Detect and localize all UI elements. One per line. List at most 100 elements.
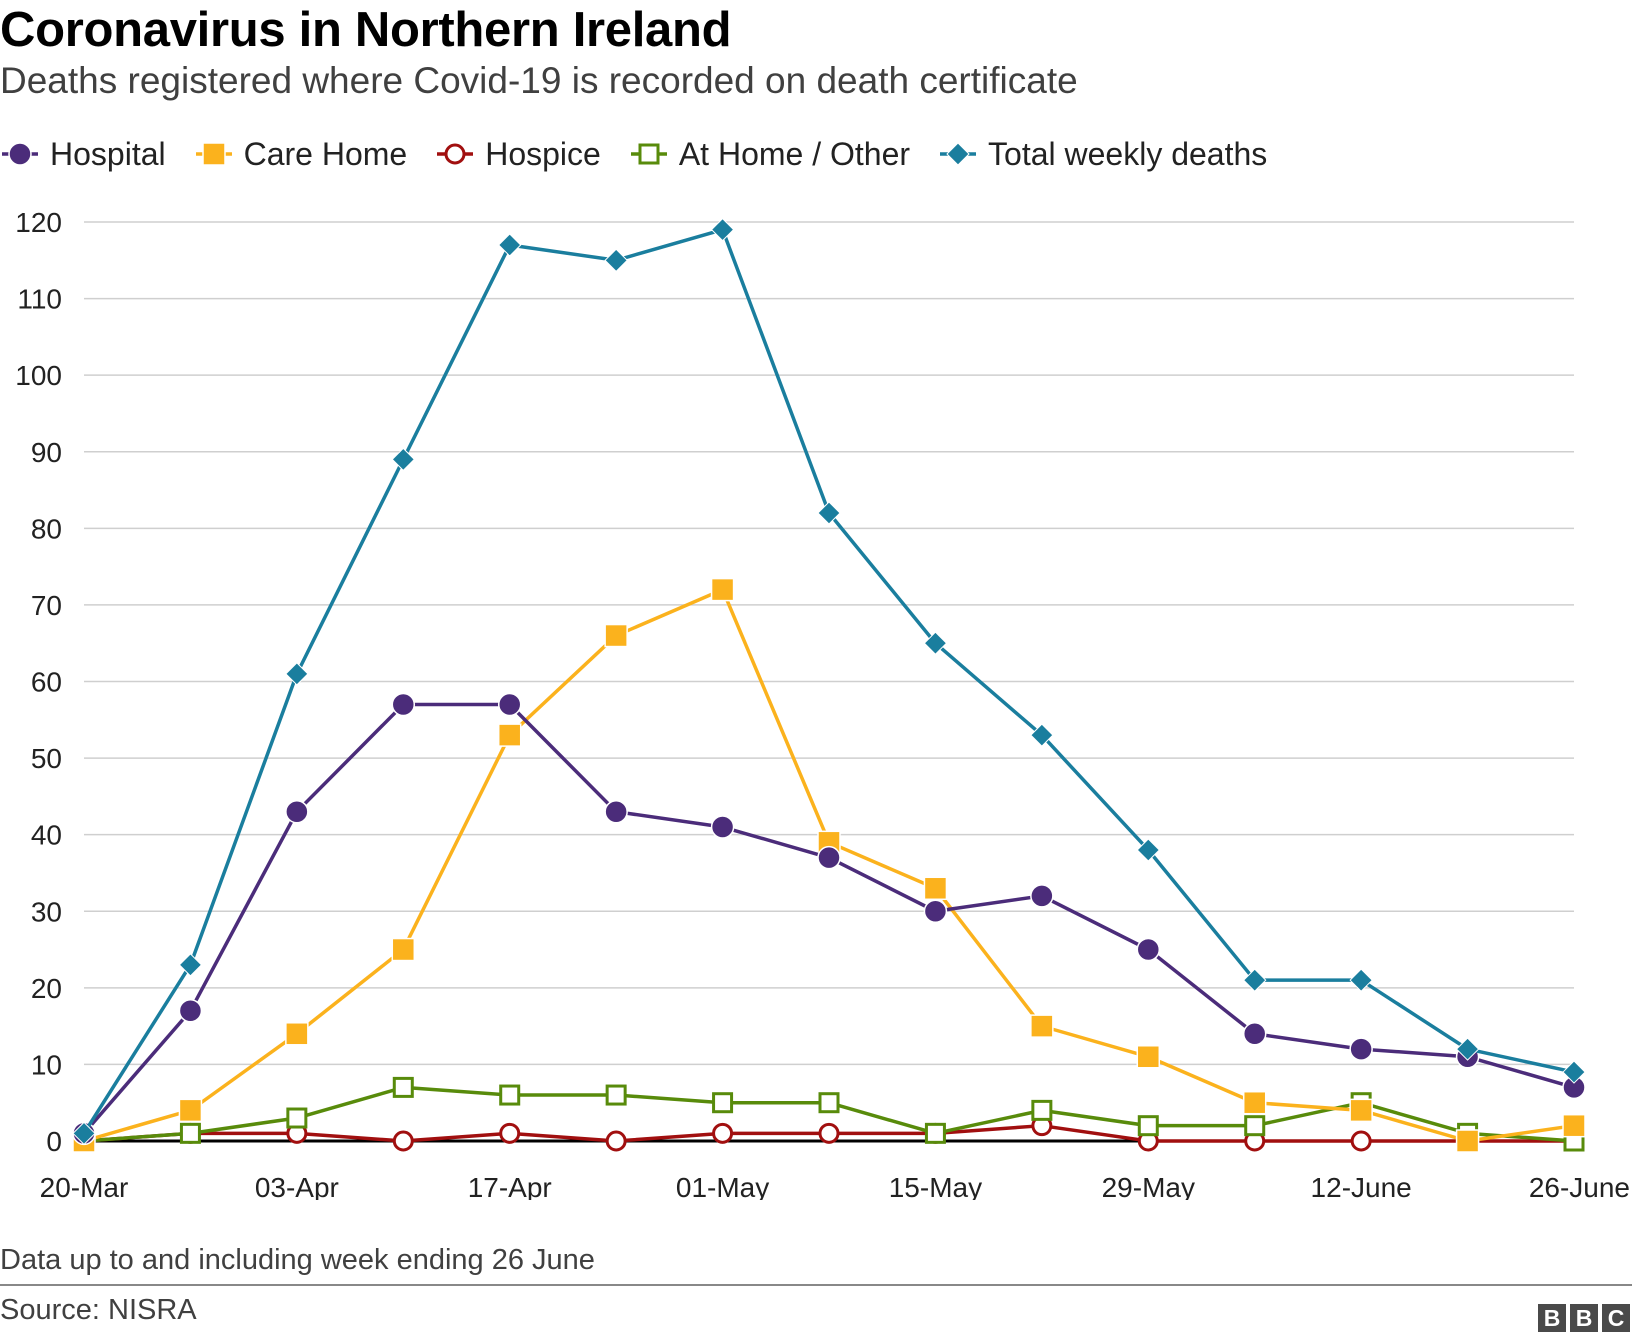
- legend-marker-care-home: [201, 142, 226, 166]
- legend-marker-total-weekly-deaths: [946, 142, 970, 166]
- y-tick-label: 10: [31, 1049, 62, 1080]
- data-point-care-home: [1242, 1090, 1267, 1115]
- y-tick-label: 70: [31, 590, 62, 621]
- data-point-total-weekly-deaths: [817, 501, 841, 525]
- data-point-total-weekly-deaths: [1136, 838, 1160, 862]
- chart-subtitle: Deaths registered where Covid-19 is reco…: [0, 60, 1078, 101]
- y-tick-label: 30: [31, 896, 62, 927]
- data-point-care-home: [604, 623, 628, 648]
- y-tick-label: 100: [15, 360, 62, 391]
- data-point-total-weekly-deaths: [604, 248, 628, 272]
- y-tick-label: 60: [31, 667, 62, 698]
- x-tick-label: 12-June: [1311, 1172, 1412, 1200]
- legend-item-at-home-other: At Home / Other: [629, 136, 910, 173]
- data-point-total-weekly-deaths: [498, 233, 522, 257]
- footnote: Data up to and including week ending 26 …: [0, 1244, 595, 1276]
- bbc-logo-letter: C: [1602, 1304, 1630, 1332]
- y-tick-label: 110: [17, 284, 62, 315]
- x-tick-label: 03-Apr: [255, 1172, 339, 1200]
- legend-item-hospital: Hospital: [0, 136, 166, 173]
- legend-label: Hospice: [485, 135, 601, 172]
- y-tick-label: 120: [15, 207, 62, 238]
- bbc-logo-letter: B: [1538, 1304, 1566, 1332]
- data-point-care-home: [178, 1098, 203, 1123]
- data-point-care-home: [1349, 1098, 1373, 1123]
- series-group: [72, 217, 1586, 1153]
- data-point-hospice: [712, 1122, 734, 1144]
- legend-label: Hospital: [50, 135, 166, 172]
- series-line-hospital: [82, 702, 1575, 1135]
- x-tick-label: 20-Mar: [40, 1172, 129, 1200]
- legend-item-total-weekly-deaths: Total weekly deaths: [938, 136, 1267, 173]
- data-point-hospital: [1242, 1022, 1267, 1046]
- data-point-hospital: [497, 692, 522, 717]
- data-point-hospice: [605, 1130, 627, 1152]
- data-point-at-home-other: [605, 1084, 627, 1106]
- data-point-total-weekly-deaths: [1562, 1060, 1586, 1084]
- y-tick-label: 40: [31, 820, 62, 851]
- data-point-at-home-other: [924, 1122, 946, 1144]
- data-point-at-home-other: [392, 1076, 414, 1098]
- data-point-total-weekly-deaths: [923, 631, 948, 655]
- data-point-hospital: [1136, 937, 1161, 962]
- data-point-care-home: [285, 1022, 309, 1046]
- data-point-hospital: [1030, 884, 1054, 908]
- legend-marker-hospice: [444, 143, 466, 165]
- data-point-hospice: [392, 1130, 414, 1152]
- data-point-at-home-other: [712, 1092, 734, 1114]
- data-point-hospital: [604, 799, 628, 824]
- y-tick-label: 0: [46, 1126, 62, 1157]
- data-point-at-home-other: [1244, 1115, 1266, 1137]
- data-point-total-weekly-deaths: [72, 1121, 96, 1146]
- data-point-at-home-other: [1031, 1099, 1053, 1121]
- data-point-at-home-other: [818, 1092, 840, 1114]
- legend-swatch-care-home: [195, 142, 232, 166]
- legend-marker-at-home-other: [638, 143, 660, 165]
- legend-item-care-home: Care Home: [194, 135, 408, 173]
- legend-label: Care Home: [243, 135, 408, 172]
- y-tick-label: 80: [31, 513, 62, 544]
- legend-swatch-hospice: [437, 143, 474, 165]
- data-point-hospital: [710, 815, 735, 839]
- data-point-total-weekly-deaths: [285, 662, 309, 686]
- data-point-total-weekly-deaths: [178, 953, 203, 977]
- data-point-hospital: [923, 899, 948, 923]
- x-tick-label: 29-May: [1102, 1172, 1195, 1200]
- data-point-care-home: [1455, 1129, 1480, 1153]
- gridlines: [84, 221, 1574, 1066]
- data-point-hospital: [391, 692, 416, 717]
- legend-label: Total weekly deaths: [988, 135, 1268, 172]
- footer-divider: [0, 1284, 1632, 1286]
- line-chart: 0 10 20 30 40 50 60 70 80 90 100 110 120 20-Mar 03-Ap…: [15, 207, 1630, 1200]
- y-tick-label: 90: [31, 437, 62, 468]
- data-point-hospital: [285, 799, 309, 824]
- data-point-care-home: [923, 876, 948, 901]
- x-tick-label: 01-May: [676, 1172, 769, 1200]
- x-tick-label: 15-May: [889, 1172, 982, 1200]
- y-tick-label: 50: [31, 743, 62, 774]
- x-tick-label: 17-Apr: [468, 1172, 552, 1200]
- legend-swatch-total-weekly-deaths: [940, 142, 977, 166]
- data-point-hospice: [499, 1122, 521, 1144]
- legend-item-hospice: Hospice: [435, 136, 601, 173]
- legend-label: At Home / Other: [678, 135, 911, 172]
- data-point-care-home: [1562, 1113, 1586, 1138]
- data-point-at-home-other: [179, 1122, 201, 1144]
- bbc-logo-letter: B: [1570, 1304, 1598, 1332]
- source-text: Source: NISRA: [0, 1294, 197, 1326]
- data-point-care-home: [1030, 1014, 1054, 1038]
- data-point-care-home: [710, 577, 735, 602]
- data-point-hospital: [817, 845, 841, 870]
- data-point-at-home-other: [1137, 1115, 1159, 1137]
- series-hospital: [72, 692, 1586, 1146]
- legend-marker-hospital: [8, 142, 32, 166]
- data-point-hospice: [818, 1122, 840, 1144]
- data-point-total-weekly-deaths: [1455, 1037, 1480, 1061]
- y-tick-label: 20: [31, 973, 62, 1004]
- data-point-hospital: [1349, 1037, 1373, 1061]
- data-point-total-weekly-deaths: [710, 217, 735, 242]
- legend-swatch-hospital: [2, 142, 38, 166]
- chart-title: Coronavirus in Northern Ireland: [0, 3, 732, 57]
- legend-swatch-at-home-other: [630, 143, 667, 165]
- data-point-hospice: [1350, 1130, 1372, 1152]
